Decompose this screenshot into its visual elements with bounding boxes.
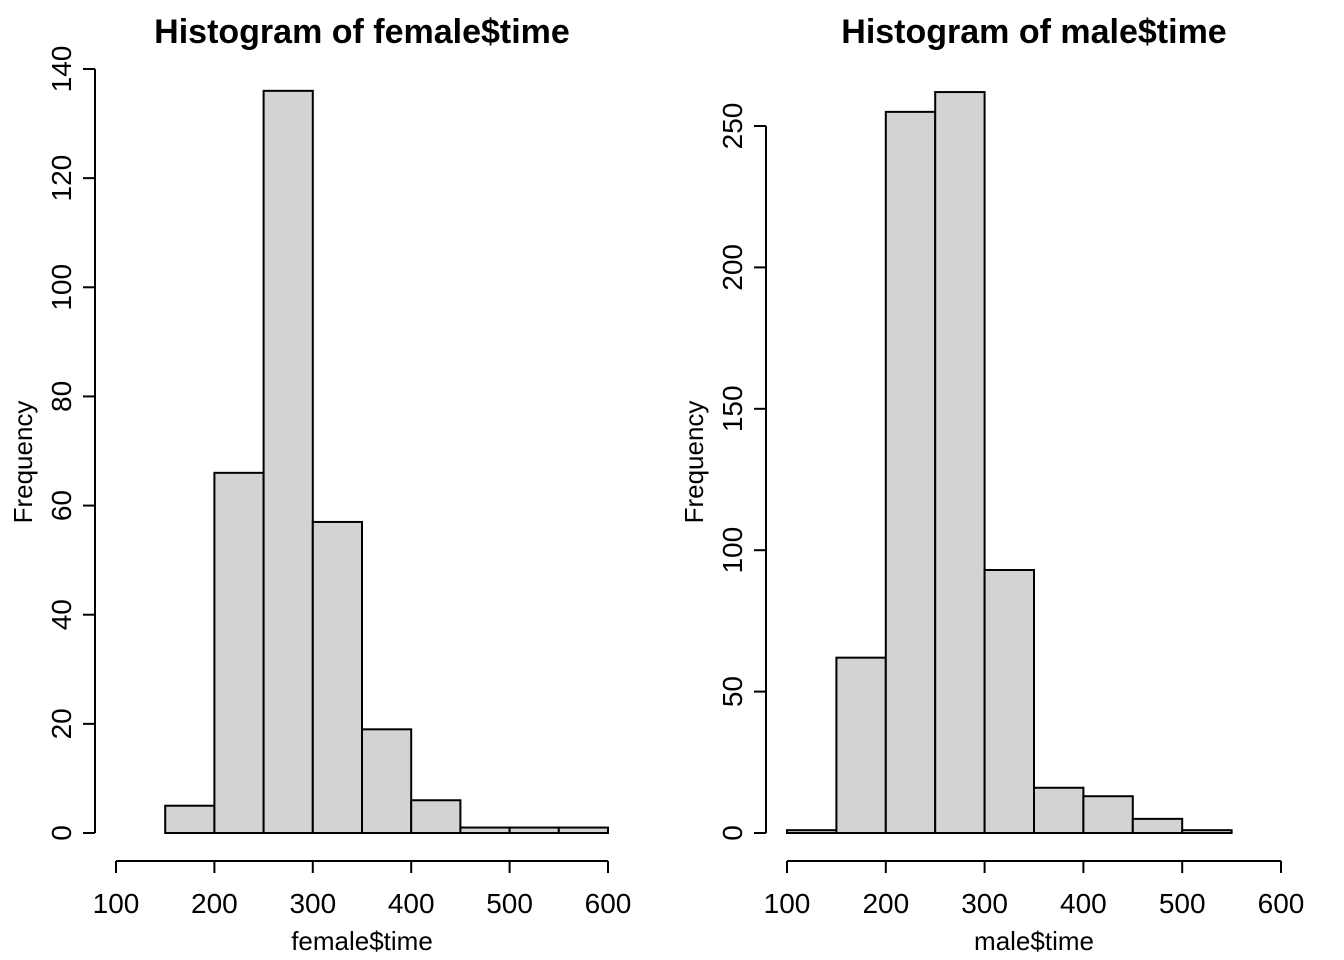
x-tick-label: 300 [961,888,1008,919]
x-axis: 100 200 300 400 500 600 [764,860,1305,919]
y-axis: 0 50 100 150 200 250 [717,103,767,841]
x-tick-label: 400 [1060,888,1107,919]
y-tick-label: 20 [46,708,77,739]
histogram-bar [934,91,986,834]
y-tick-label: 0 [717,825,748,841]
male-histogram-panel: Histogram of male$time male$time Frequen… [679,13,1304,956]
histogram-bar [1131,817,1184,834]
female-histogram-panel: Histogram of female$time female$time Fre… [8,13,631,956]
y-tick-label: 40 [46,599,77,630]
histogram-bar [410,799,462,834]
histogram-bar [835,656,887,834]
histogram-bar [361,728,413,834]
y-tick-label: 0 [46,825,77,841]
x-axis-label: male$time [974,926,1094,956]
y-tick-label: 100 [717,527,748,574]
histogram-bar [983,568,1035,834]
y-axis: 0 20 40 60 80 100 120 140 [46,46,96,841]
y-tick-label: 120 [46,155,77,202]
y-tick-label: 140 [46,46,77,93]
histogram-bar [1082,795,1134,835]
chart-title: Histogram of male$time [841,13,1226,51]
y-tick-label: 50 [717,676,748,707]
histogram-bar [311,520,363,834]
histogram-bar [1181,829,1233,834]
x-tick-label: 100 [93,888,140,919]
y-axis-label: Frequency [679,401,709,524]
y-tick-label: 250 [717,103,748,150]
y-tick-label: 100 [46,264,77,311]
x-tick-label: 200 [191,888,238,919]
x-axis-label: female$time [291,926,433,956]
y-tick-label: 80 [46,381,77,412]
histogram-bar [508,826,560,834]
histogram-bar [786,829,838,834]
chart-title: Histogram of female$time [154,13,570,51]
y-axis-label: Frequency [8,401,38,524]
x-tick-label: 600 [585,888,632,919]
y-tick-label: 60 [46,490,77,521]
histogram-bar [884,110,937,835]
x-tick-label: 600 [1258,888,1305,919]
histogram-bar [459,826,511,834]
x-tick-label: 200 [862,888,909,919]
x-tick-label: 300 [289,888,336,919]
histogram-bar [164,804,216,835]
bars [786,91,1233,835]
x-tick-label: 500 [1159,888,1206,919]
x-tick-label: 500 [486,888,533,919]
x-tick-label: 400 [388,888,435,919]
bars [164,89,609,835]
histogram-bar [213,471,265,834]
y-tick-label: 200 [717,244,748,291]
y-tick-label: 150 [717,385,748,432]
x-tick-label: 100 [764,888,811,919]
histogram-bar [262,89,314,835]
histogram-bar [1033,786,1085,835]
histogram-bar [557,826,609,834]
x-axis: 100 200 300 400 500 600 [93,860,632,919]
